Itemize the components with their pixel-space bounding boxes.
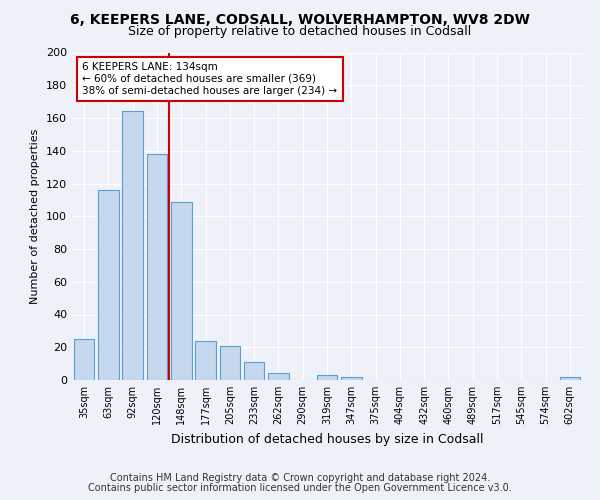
Text: Contains HM Land Registry data © Crown copyright and database right 2024.: Contains HM Land Registry data © Crown c…: [110, 473, 490, 483]
Text: Size of property relative to detached houses in Codsall: Size of property relative to detached ho…: [128, 25, 472, 38]
X-axis label: Distribution of detached houses by size in Codsall: Distribution of detached houses by size …: [171, 432, 483, 446]
Bar: [268, 374, 289, 380]
Bar: [220, 346, 240, 380]
Bar: [122, 112, 143, 380]
Bar: [560, 376, 580, 380]
Bar: [244, 362, 265, 380]
Bar: [341, 376, 362, 380]
Bar: [195, 340, 216, 380]
Bar: [171, 202, 191, 380]
Bar: [74, 339, 94, 380]
Text: 6, KEEPERS LANE, CODSALL, WOLVERHAMPTON, WV8 2DW: 6, KEEPERS LANE, CODSALL, WOLVERHAMPTON,…: [70, 12, 530, 26]
Y-axis label: Number of detached properties: Number of detached properties: [31, 128, 40, 304]
Bar: [146, 154, 167, 380]
Bar: [317, 375, 337, 380]
Text: Contains public sector information licensed under the Open Government Licence v3: Contains public sector information licen…: [88, 483, 512, 493]
Text: 6 KEEPERS LANE: 134sqm
← 60% of detached houses are smaller (369)
38% of semi-de: 6 KEEPERS LANE: 134sqm ← 60% of detached…: [82, 62, 337, 96]
Bar: [98, 190, 119, 380]
